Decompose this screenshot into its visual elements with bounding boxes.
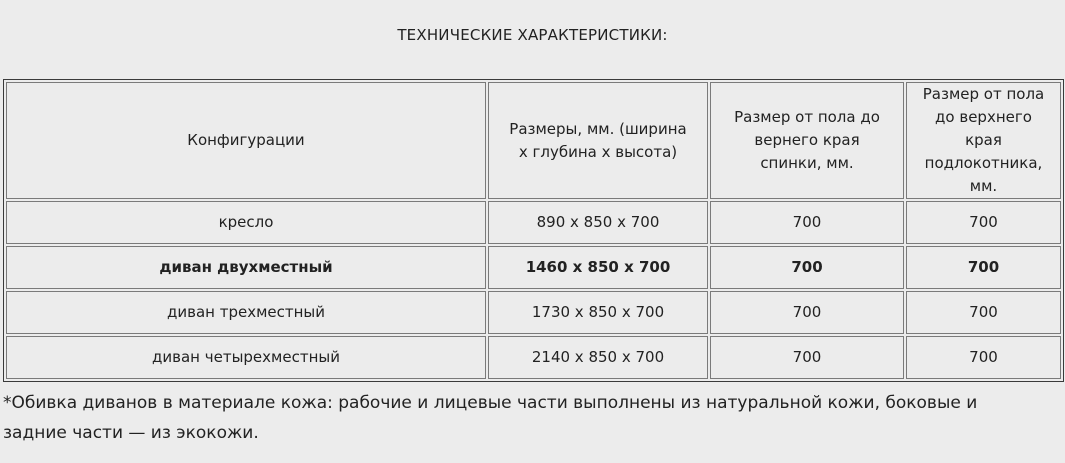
table-row: диван двухместный 1460 х 850 х 700 700 700 (6, 246, 1061, 289)
cell-configuration: кресло (6, 201, 486, 244)
specs-table: Конфигурации Размеры, мм. (ширина х глуб… (3, 79, 1064, 382)
header-configuration: Конфигурации (6, 82, 486, 199)
cell-back-height: 700 (710, 246, 904, 289)
cell-dimensions: 2140 х 850 х 700 (488, 336, 708, 379)
cell-armrest-height: 700 (906, 246, 1061, 289)
cell-dimensions: 1730 х 850 х 700 (488, 291, 708, 334)
cell-back-height: 700 (710, 336, 904, 379)
cell-dimensions: 890 х 850 х 700 (488, 201, 708, 244)
table-header-row: Конфигурации Размеры, мм. (ширина х глуб… (6, 82, 1061, 199)
header-dimensions: Размеры, мм. (ширина х глубина х высота) (488, 82, 708, 199)
cell-armrest-height: 700 (906, 336, 1061, 379)
cell-configuration: диван трехместный (6, 291, 486, 334)
cell-dimensions: 1460 х 850 х 700 (488, 246, 708, 289)
footnote: *Обивка диванов в материале кожа: рабочи… (3, 393, 978, 443)
section-title: ТЕХНИЧЕСКИЕ ХАРАКТЕРИСТИКИ: (397, 26, 668, 44)
table-row: кресло 890 х 850 х 700 700 700 (6, 201, 1061, 244)
cell-back-height: 700 (710, 291, 904, 334)
table-row: диван четырехместный 2140 х 850 х 700 700 7… (6, 336, 1061, 379)
cell-armrest-height: 700 (906, 291, 1061, 334)
table-row: диван трехместный 1730 х 850 х 700 700 700 (6, 291, 1061, 334)
cell-configuration: диван четырехместный (6, 336, 486, 379)
cell-configuration: диван двухместный (6, 246, 486, 289)
header-back-height: Размер от пола до вернего края спинки, м… (710, 82, 904, 199)
cell-back-height: 700 (710, 201, 904, 244)
cell-armrest-height: 700 (906, 201, 1061, 244)
header-armrest-height: Размер от пола до верхнего края подлокот… (906, 82, 1061, 199)
